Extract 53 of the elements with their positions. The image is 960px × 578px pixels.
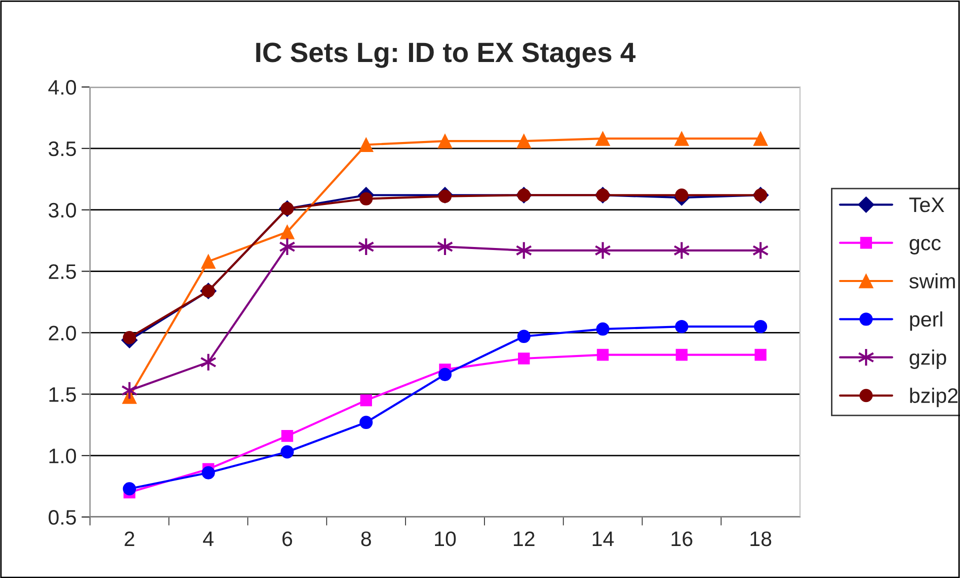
x-tick-label: 12: [514, 531, 534, 546]
y-tick-label: 2.5: [48, 264, 76, 280]
point: [676, 348, 688, 361]
point: [674, 131, 689, 146]
point: [675, 320, 688, 334]
y-tick-label: 1.0: [49, 448, 76, 464]
point: [518, 352, 530, 364]
point: [281, 430, 294, 442]
x-tick-label: 10: [435, 531, 456, 546]
point: [360, 192, 373, 206]
point: [358, 137, 374, 152]
point: [201, 254, 216, 269]
point: [753, 131, 768, 146]
point: [202, 466, 215, 480]
x-tick-label: 2: [124, 531, 134, 546]
point: [754, 348, 766, 361]
point: [675, 188, 688, 202]
y-tick-label: 2.0: [48, 326, 76, 340]
point: [122, 482, 136, 496]
x-tick-label: 14: [592, 532, 614, 546]
point: [596, 348, 609, 361]
x-tick-label: 4: [203, 532, 214, 546]
x-tick-label: 18: [750, 531, 772, 546]
point: [438, 190, 452, 203]
point: [278, 237, 296, 256]
point: [360, 416, 373, 429]
y-tick-label: 3.5: [48, 141, 76, 156]
x-tick-label: 6: [282, 531, 292, 546]
y-tick-label: 1.5: [49, 387, 76, 402]
x-tick-label: 8: [361, 531, 371, 546]
point: [122, 331, 136, 344]
point: [438, 134, 452, 148]
point: [280, 224, 295, 240]
x-tick-label: 16: [672, 531, 692, 546]
legend-label: swim: [909, 273, 955, 289]
y-tick-label: 3.0: [48, 202, 76, 218]
point: [516, 134, 532, 148]
legend-label: gzip: [910, 350, 946, 369]
point: [517, 330, 530, 343]
legend-label: gcc: [910, 238, 941, 254]
y-tick-label: 0.5: [48, 510, 76, 525]
point: [754, 320, 768, 334]
legend-label: bzip2: [910, 388, 958, 408]
point: [438, 368, 452, 382]
legend-label: TeX: [909, 198, 944, 212]
point: [594, 241, 612, 260]
point: [596, 322, 610, 336]
point: [360, 394, 372, 406]
point: [595, 131, 610, 146]
legend-label: perl: [910, 311, 942, 331]
point: [280, 445, 294, 458]
y-tick-label: 4.0: [48, 80, 76, 95]
chart-title: IC Sets Lg: ID to EX Stages 4: [256, 42, 636, 68]
